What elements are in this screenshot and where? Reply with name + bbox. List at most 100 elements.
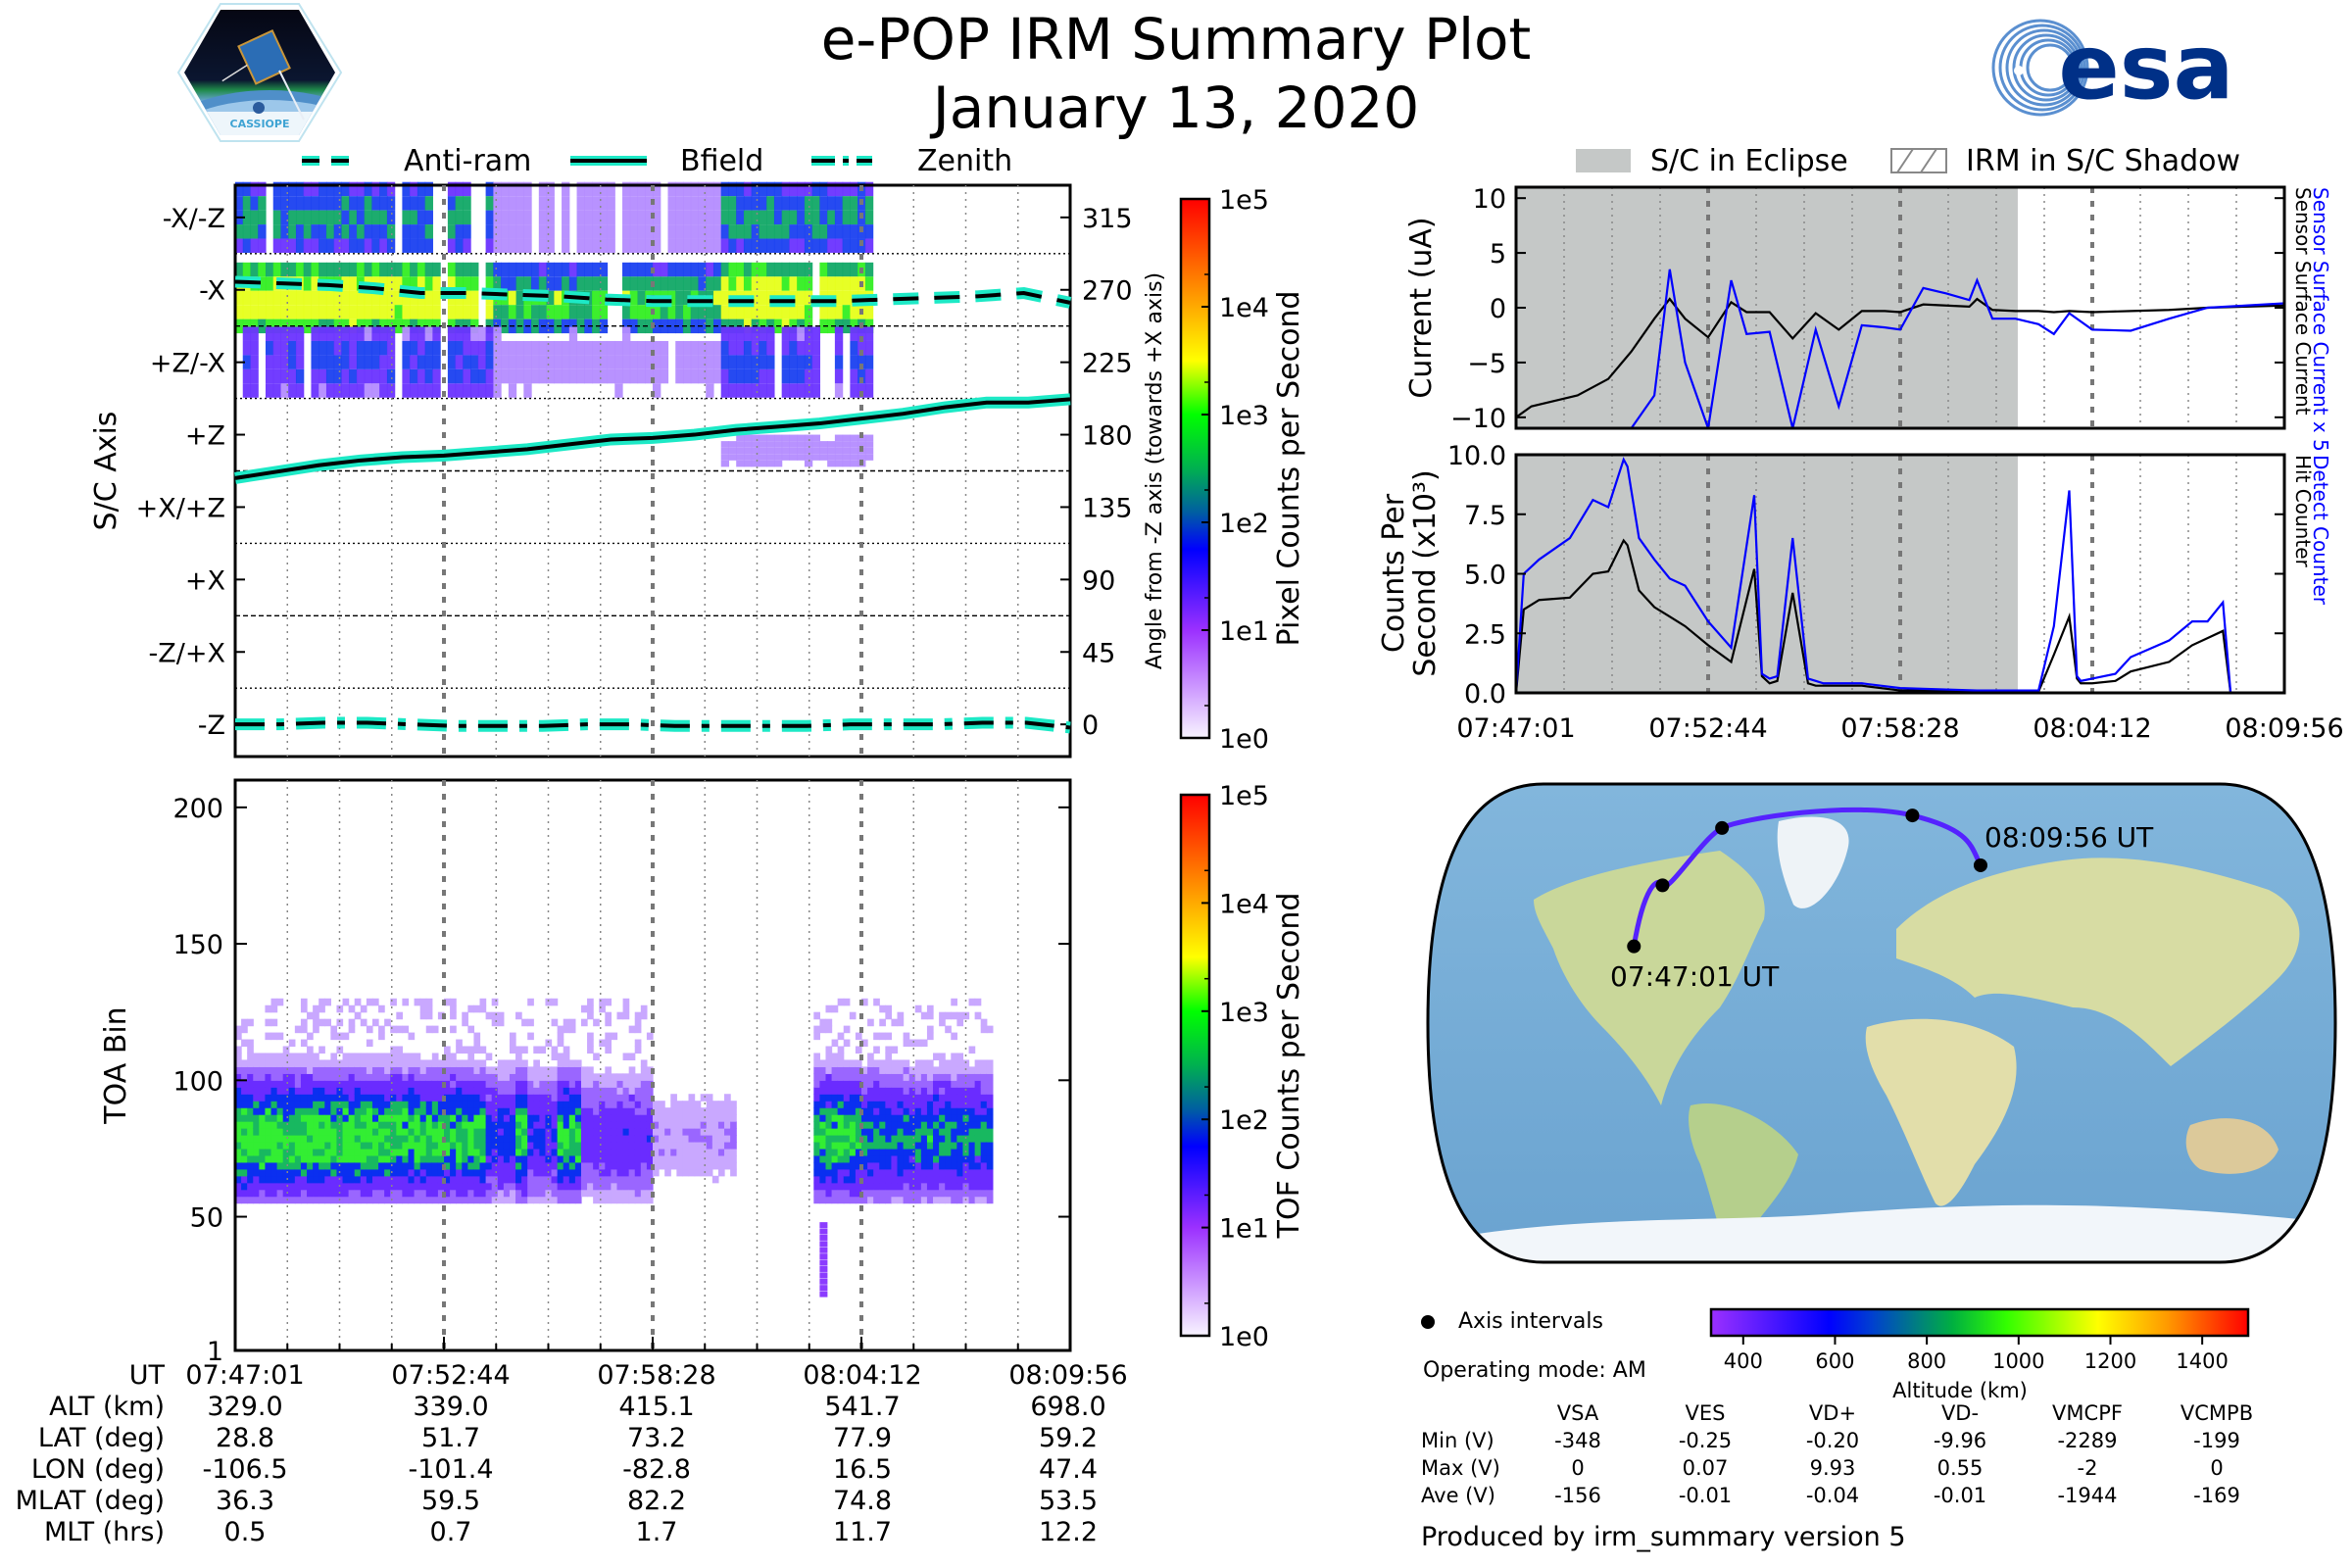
zenith-line (235, 716, 1071, 734)
heatmap-cell (682, 355, 692, 369)
heatmap-cell (378, 1094, 385, 1102)
heatmap-cell (450, 1135, 457, 1143)
voltage-cell: -0.01 (1678, 1484, 1733, 1507)
heatmap-cell (455, 181, 464, 197)
heatmap-cell (503, 1182, 511, 1191)
counts-y-tick-label: 0.0 (1464, 679, 1506, 710)
heatmap-cell (616, 1196, 624, 1204)
heatmap-cell (276, 1066, 284, 1074)
legend-zenith: Zenith (811, 144, 1012, 178)
heatmap-cell (706, 210, 714, 225)
heatmap-cell (408, 1168, 416, 1177)
heatmap-cell (867, 1175, 874, 1184)
heatmap-cell (303, 224, 313, 239)
heatmap-cell (637, 318, 646, 334)
heatmap-cell (456, 1094, 463, 1102)
heatmap-cell (473, 1094, 481, 1102)
heatmap-cell (640, 1121, 648, 1129)
heatmap-cell (773, 447, 783, 455)
voltage-cell: -0.01 (1933, 1484, 1987, 1507)
heatmap-cell (515, 1073, 522, 1081)
heatmap-cell (675, 355, 684, 369)
heatmap-cell (926, 1182, 934, 1191)
heatmap-cell (885, 1175, 893, 1184)
heatmap-cell (235, 238, 244, 253)
heatmap-cell (653, 181, 662, 197)
heatmap-cell (265, 1073, 272, 1081)
heatmap-cell (682, 1154, 690, 1163)
heatmap-cell (968, 1087, 976, 1095)
heatmap-cell (827, 224, 836, 239)
heatmap-cell (879, 1087, 886, 1095)
heatmap-cell (485, 326, 494, 341)
heatmap-cell (576, 181, 585, 197)
heatmap-cell (447, 196, 457, 211)
heatmap-cell (593, 1161, 600, 1170)
heatmap-cell (450, 1175, 457, 1184)
heatmap-cell (247, 1046, 254, 1054)
heatmap-cell (378, 1148, 385, 1156)
heatmap-cell (605, 1101, 612, 1108)
heatmap-cell (300, 1114, 308, 1122)
heatmap-cell (341, 355, 350, 369)
heatmap-cell (473, 1073, 481, 1081)
heatmap-cell (354, 1059, 362, 1067)
ephemeris-cell: 36.3 (215, 1486, 275, 1516)
heatmap-cell (241, 1189, 248, 1198)
heatmap-cell (855, 1107, 862, 1115)
heatmap-cell (378, 1161, 385, 1170)
heatmap-cell (628, 1141, 636, 1150)
heatmap-cell (580, 1128, 588, 1136)
heatmap-cell (724, 1135, 731, 1143)
heatmap-cell (628, 1025, 636, 1034)
heatmap-cell (539, 1161, 547, 1170)
heatmap-cell (509, 1189, 516, 1198)
heatmap-cell (330, 1161, 338, 1170)
heatmap-cell (300, 1066, 308, 1074)
heatmap-cell (349, 262, 358, 277)
heatmap-cell (431, 1121, 439, 1129)
heatmap-cell (736, 454, 745, 461)
heatmap-cell (276, 1196, 284, 1204)
heatmap-cell (939, 1175, 946, 1184)
heatmap-cell (592, 290, 601, 306)
heatmap-cell (546, 262, 555, 277)
heatmap-cell (640, 1066, 648, 1074)
heatmap-cell (282, 1046, 290, 1054)
heatmap-cell (819, 1265, 828, 1272)
heatmap-cell (390, 1094, 397, 1102)
heatmap-cell (307, 1011, 314, 1020)
heatmap-cell (456, 1128, 463, 1136)
heatmap-cell (653, 305, 662, 319)
heatmap-cell (463, 355, 471, 369)
heatmap-cell (933, 1087, 940, 1095)
heatmap-cell (493, 262, 502, 277)
heatmap-cell (773, 238, 783, 253)
heatmap-cell (933, 1101, 940, 1108)
heatmap-cell (300, 1182, 308, 1191)
heatmap-cell (587, 1101, 594, 1108)
heatmap-cell (539, 1087, 547, 1095)
heatmap-cell (402, 1196, 410, 1204)
heatmap-cell (720, 305, 730, 319)
counts-series-hit-counter (1514, 538, 2284, 695)
heatmap-cell (897, 1107, 905, 1115)
heatmap-cell (467, 1101, 475, 1108)
heatmap-cell (467, 1128, 475, 1136)
heatmap-cell (951, 1114, 957, 1122)
heatmap-cell (897, 1080, 905, 1088)
heatmap-cell (366, 1025, 373, 1034)
heatmap-cell (360, 1121, 368, 1129)
heatmap-cell (416, 238, 426, 253)
heatmap-cell (813, 1121, 820, 1129)
heatmap-cell (797, 196, 806, 211)
heatmap-cell (341, 340, 350, 356)
heatmap-cell (497, 1148, 505, 1156)
heatmap-cell (396, 1196, 403, 1204)
heatmap-cell (682, 340, 692, 356)
heatmap-cell (390, 1148, 397, 1156)
heatmap-cell (751, 340, 760, 356)
heatmap-cell (837, 1168, 845, 1177)
heatmap-cell (455, 383, 464, 398)
heatmap-cell (819, 196, 828, 211)
